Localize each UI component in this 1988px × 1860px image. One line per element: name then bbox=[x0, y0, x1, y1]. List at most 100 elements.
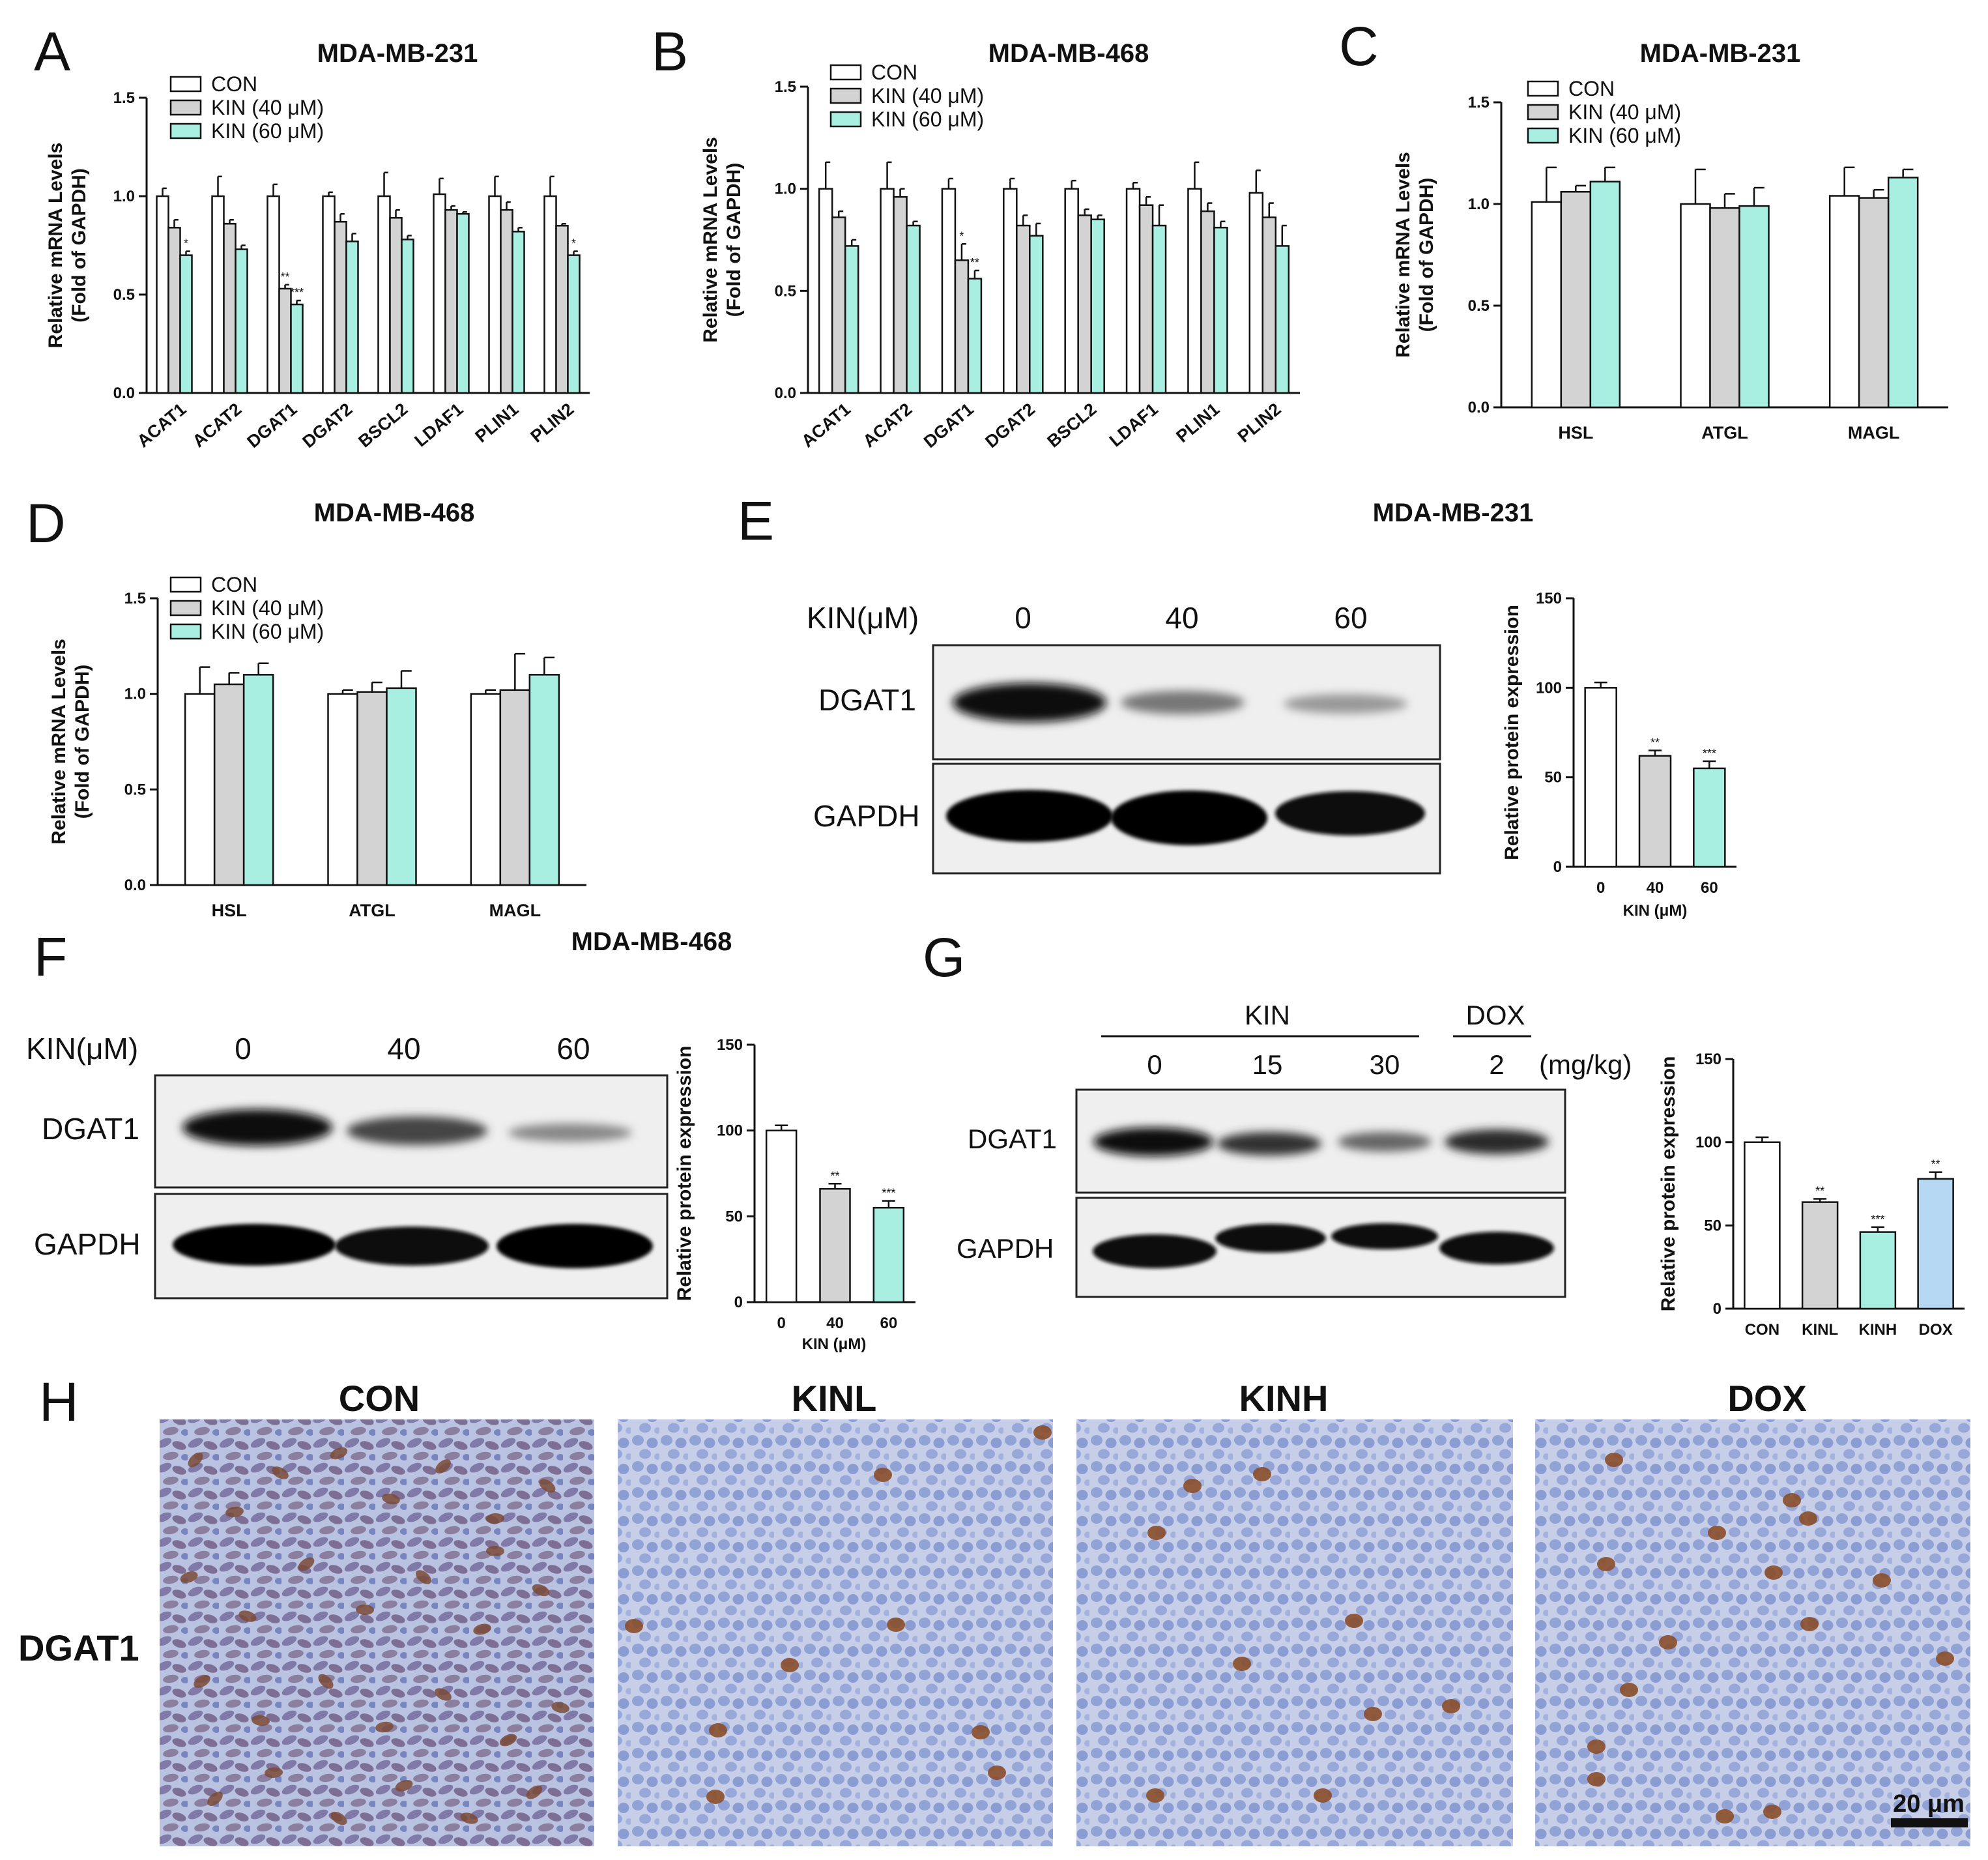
chart-c-ylabel: Relative mRNA Levels (Fold of GAPDH) bbox=[1392, 152, 1437, 358]
chart-b-bar bbox=[967, 278, 983, 394]
chart-b-significance: * bbox=[959, 229, 964, 242]
chart-a-bar bbox=[211, 195, 225, 394]
chart-d-bar bbox=[184, 693, 216, 886]
blot-f-band-dgat1-0 bbox=[182, 1109, 332, 1146]
blot-g-dose-30: 30 bbox=[1370, 1049, 1400, 1080]
chart-a-bar bbox=[555, 225, 569, 394]
ihc-kinl-positive-cell bbox=[781, 1658, 799, 1672]
chart-b-ytick-label: 0.5 bbox=[775, 282, 796, 300]
chart-c-legend-swatch bbox=[1527, 104, 1559, 121]
chart-e-ytick-label: 100 bbox=[1536, 679, 1562, 697]
blot-g-band-dgat1-0 bbox=[1093, 1127, 1213, 1156]
chart-d-title: MDA-MB-468 bbox=[314, 499, 475, 527]
ihc-con-positive-cell bbox=[207, 1792, 223, 1806]
chart-f-bar bbox=[819, 1187, 851, 1303]
chart-c-bar bbox=[1858, 197, 1890, 409]
ihc-panel-h: DGAT1 CON KINL KINH DOX 20 μm bbox=[18, 1378, 1970, 1846]
ihc-con-positive-cell bbox=[252, 1715, 270, 1726]
ihc-con-positive-cell bbox=[330, 1447, 348, 1460]
ihc-kinl-positive-cell bbox=[874, 1468, 892, 1482]
chart-a-mrna-231: MDA-MB-231 0.0 0.5 1.0 1.5 Relative mRNA Leve… bbox=[45, 39, 590, 452]
chart-g-significance: *** bbox=[1871, 1213, 1884, 1226]
scale-bar bbox=[1891, 1818, 1968, 1827]
chart-b-category-label: PLIN2 bbox=[1234, 400, 1285, 446]
panel-letter-h: H bbox=[39, 1371, 79, 1432]
blot-f-band-dgat1-40 bbox=[347, 1116, 487, 1145]
chart-d-legend-label: KIN (60 μM) bbox=[211, 620, 324, 643]
blot-e-band-gapdh-60 bbox=[1275, 791, 1425, 836]
chart-f-category-label: 0 bbox=[777, 1315, 785, 1332]
chart-a-significance: * bbox=[184, 237, 188, 250]
ihc-con-positive-cell bbox=[532, 1584, 550, 1597]
chart-e-bar bbox=[1584, 687, 1617, 868]
blot-e-band-gapdh-0 bbox=[946, 790, 1113, 842]
chart-b-bar bbox=[941, 188, 957, 394]
chart-b-bar bbox=[1248, 192, 1264, 394]
ihc-con-positive-cell bbox=[486, 1513, 504, 1524]
ihc-con-positive-cell bbox=[238, 1610, 257, 1622]
chart-d-category-label: MAGL bbox=[489, 901, 541, 920]
ihc-row-label: DGAT1 bbox=[18, 1627, 139, 1668]
chart-d-category-label: HSL bbox=[212, 901, 247, 920]
ihc-dox-positive-cell bbox=[1936, 1651, 1954, 1666]
chart-b-bar bbox=[1090, 218, 1105, 394]
chart-c-legend-swatch bbox=[1527, 80, 1559, 97]
chart-a-bar bbox=[167, 227, 181, 394]
chart-a-category-label: ACAT2 bbox=[189, 400, 246, 452]
western-blot-e: MDA-MB-231 KIN(μM) 0 40 60 DGAT1 GAPDH bbox=[807, 499, 1533, 875]
panel-letter-c: C bbox=[1339, 16, 1379, 77]
ihc-dox-positive-cell bbox=[1783, 1493, 1801, 1507]
chart-a-bar bbox=[278, 287, 292, 394]
chart-b-ytick-label: 0.0 bbox=[775, 385, 796, 402]
ihc-kinh-positive-cell bbox=[1364, 1707, 1382, 1721]
ihc-con-positive-cell bbox=[473, 1623, 491, 1635]
chart-e-ytick-label: 0 bbox=[1553, 858, 1562, 876]
chart-f-category-label: 60 bbox=[880, 1315, 897, 1332]
blot-e-row-dgat1: DGAT1 bbox=[818, 683, 916, 717]
chart-a-category-label: PLIN2 bbox=[526, 400, 577, 446]
chart-b-category-label: DGAT2 bbox=[981, 400, 1039, 452]
chart-d-ytick-label: 0.5 bbox=[124, 781, 146, 798]
ihc-dox-positive-cell bbox=[1587, 1772, 1606, 1786]
chart-b-legend-swatch bbox=[829, 64, 862, 81]
ihc-con-positive-cell bbox=[435, 1459, 451, 1474]
chart-f-significance: ** bbox=[830, 1169, 839, 1182]
ihc-kinl-positive-cell bbox=[1033, 1425, 1052, 1440]
ihc-kinh-positive-cell bbox=[1147, 1526, 1166, 1540]
chart-f-bar bbox=[872, 1206, 905, 1303]
chart-g-ytick-label: 150 bbox=[1695, 1051, 1721, 1068]
chart-b-category-label: BSCL2 bbox=[1043, 400, 1100, 452]
chart-b-bar bbox=[1213, 226, 1228, 394]
ihc-kinl-positive-cell bbox=[972, 1725, 990, 1739]
blot-g-unit: (mg/kg) bbox=[1539, 1049, 1632, 1080]
chart-e-category-label: 0 bbox=[1596, 879, 1605, 897]
chart-d-legend-swatch bbox=[169, 576, 202, 593]
ihc-con-positive-cell bbox=[356, 1604, 374, 1616]
chart-f-ytick-label: 0 bbox=[734, 1294, 743, 1311]
chart-d-legend-swatch bbox=[169, 600, 202, 617]
chart-f-category-label: 40 bbox=[826, 1315, 844, 1332]
chart-a-significance: *** bbox=[290, 286, 304, 299]
blot-g-group-kin: KIN bbox=[1245, 1000, 1290, 1030]
panel-letter-b: B bbox=[652, 21, 688, 82]
blot-f-treatment-label: KIN(μM) bbox=[26, 1032, 138, 1066]
chart-a-bar bbox=[488, 195, 502, 394]
chart-c-bar bbox=[1680, 203, 1711, 409]
blot-e-band-dgat1-0 bbox=[953, 683, 1106, 722]
ihc-dox-positive-cell bbox=[1708, 1526, 1726, 1540]
chart-a-title: MDA-MB-231 bbox=[317, 39, 478, 68]
chart-a-bar bbox=[511, 231, 525, 394]
chart-g-bar bbox=[1801, 1201, 1839, 1310]
blot-f-band-gapdh-0 bbox=[173, 1224, 336, 1266]
ihc-dox-positive-cell bbox=[1799, 1511, 1817, 1526]
chart-a-category-label: BSCL2 bbox=[354, 400, 411, 452]
ihc-con-positive-cell bbox=[194, 1675, 210, 1688]
chart-e-xlabel: KIN (μM) bbox=[1623, 902, 1688, 920]
chart-c-category-label: HSL bbox=[1558, 423, 1593, 443]
chart-a-bar bbox=[345, 240, 359, 394]
ihc-image-con bbox=[160, 1419, 594, 1846]
chart-g-category-label: DOX bbox=[1919, 1321, 1953, 1339]
chart-b-legend-label: CON bbox=[871, 61, 917, 84]
chart-a-bar bbox=[401, 239, 414, 394]
ihc-title-dox: DOX bbox=[1727, 1378, 1806, 1419]
